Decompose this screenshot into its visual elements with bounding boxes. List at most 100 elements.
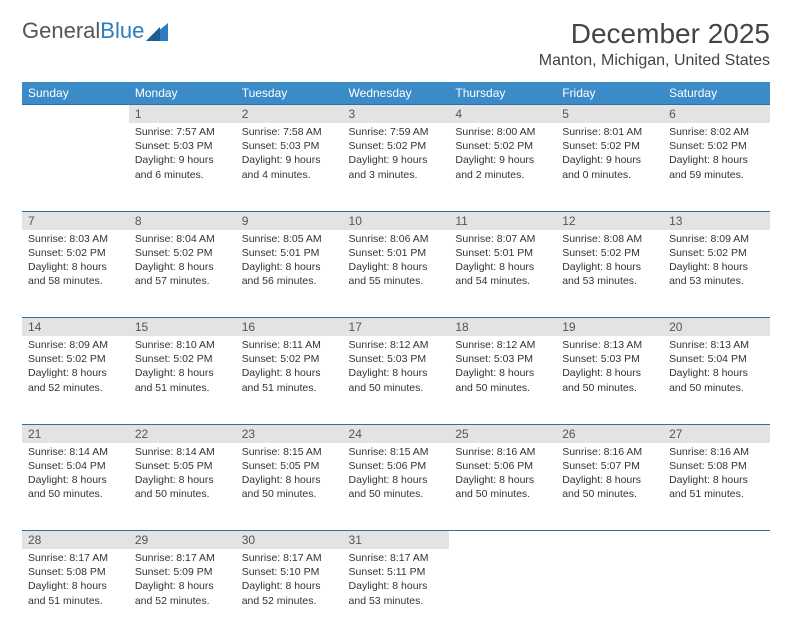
day-details-cell: Sunrise: 7:58 AMSunset: 5:03 PMDaylight:… [236,123,343,211]
day-number-cell: 6 [663,105,770,124]
day-number-row: 123456 [22,105,770,124]
day-number-cell: 13 [663,211,770,230]
day-details: Sunrise: 8:12 AMSunset: 5:03 PMDaylight:… [343,336,450,401]
day-details: Sunrise: 8:16 AMSunset: 5:07 PMDaylight:… [556,443,663,508]
day-number-cell: 16 [236,318,343,337]
location: Manton, Michigan, United States [539,52,770,70]
day-details-cell: Sunrise: 8:09 AMSunset: 5:02 PMDaylight:… [663,230,770,318]
day-number-cell: 22 [129,424,236,443]
logo: GeneralBlue [22,18,168,44]
day-number-cell [663,531,770,550]
day-details-cell: Sunrise: 8:11 AMSunset: 5:02 PMDaylight:… [236,336,343,424]
day-details: Sunrise: 8:17 AMSunset: 5:09 PMDaylight:… [129,549,236,614]
day-details-cell [663,549,770,637]
day-details-cell: Sunrise: 8:16 AMSunset: 5:06 PMDaylight:… [449,443,556,531]
day-number-cell: 8 [129,211,236,230]
day-details-cell: Sunrise: 8:06 AMSunset: 5:01 PMDaylight:… [343,230,450,318]
logo-text-general: General [22,18,100,44]
day-number-cell: 14 [22,318,129,337]
day-number-cell: 7 [22,211,129,230]
day-details-cell: Sunrise: 8:01 AMSunset: 5:02 PMDaylight:… [556,123,663,211]
day-details-cell: Sunrise: 8:13 AMSunset: 5:03 PMDaylight:… [556,336,663,424]
weekday-header: Saturday [663,82,770,105]
day-details-cell: Sunrise: 8:15 AMSunset: 5:05 PMDaylight:… [236,443,343,531]
day-details: Sunrise: 8:16 AMSunset: 5:08 PMDaylight:… [663,443,770,508]
month-title: December 2025 [539,18,770,50]
day-details: Sunrise: 8:07 AMSunset: 5:01 PMDaylight:… [449,230,556,295]
weekday-header: Friday [556,82,663,105]
day-details-cell: Sunrise: 8:08 AMSunset: 5:02 PMDaylight:… [556,230,663,318]
day-details: Sunrise: 8:15 AMSunset: 5:06 PMDaylight:… [343,443,450,508]
day-details-cell: Sunrise: 8:17 AMSunset: 5:09 PMDaylight:… [129,549,236,637]
logo-text-blue: Blue [100,18,144,44]
day-details-row: Sunrise: 8:14 AMSunset: 5:04 PMDaylight:… [22,443,770,531]
logo-sail-icon [146,23,168,41]
day-details: Sunrise: 8:08 AMSunset: 5:02 PMDaylight:… [556,230,663,295]
weekday-header: Monday [129,82,236,105]
day-details: Sunrise: 7:59 AMSunset: 5:02 PMDaylight:… [343,123,450,188]
day-details: Sunrise: 8:00 AMSunset: 5:02 PMDaylight:… [449,123,556,188]
day-details: Sunrise: 8:12 AMSunset: 5:03 PMDaylight:… [449,336,556,401]
day-details-cell: Sunrise: 8:00 AMSunset: 5:02 PMDaylight:… [449,123,556,211]
day-details-cell: Sunrise: 8:05 AMSunset: 5:01 PMDaylight:… [236,230,343,318]
title-block: December 2025 Manton, Michigan, United S… [539,18,770,70]
day-details-cell: Sunrise: 8:07 AMSunset: 5:01 PMDaylight:… [449,230,556,318]
day-details: Sunrise: 8:17 AMSunset: 5:10 PMDaylight:… [236,549,343,614]
day-details-cell: Sunrise: 7:59 AMSunset: 5:02 PMDaylight:… [343,123,450,211]
day-number-cell: 11 [449,211,556,230]
day-number-cell: 15 [129,318,236,337]
day-details-cell: Sunrise: 8:14 AMSunset: 5:05 PMDaylight:… [129,443,236,531]
day-number-cell [22,105,129,124]
day-details-cell: Sunrise: 8:16 AMSunset: 5:08 PMDaylight:… [663,443,770,531]
day-details: Sunrise: 8:14 AMSunset: 5:04 PMDaylight:… [22,443,129,508]
day-number-cell: 31 [343,531,450,550]
day-details: Sunrise: 8:17 AMSunset: 5:08 PMDaylight:… [22,549,129,614]
weekday-header: Tuesday [236,82,343,105]
day-number-cell: 5 [556,105,663,124]
day-details: Sunrise: 8:13 AMSunset: 5:03 PMDaylight:… [556,336,663,401]
day-details: Sunrise: 7:58 AMSunset: 5:03 PMDaylight:… [236,123,343,188]
day-details-cell [556,549,663,637]
calendar-table: Sunday Monday Tuesday Wednesday Thursday… [22,82,770,637]
day-details-cell: Sunrise: 8:17 AMSunset: 5:10 PMDaylight:… [236,549,343,637]
day-number-cell: 12 [556,211,663,230]
day-details-cell [22,123,129,211]
day-number-cell: 18 [449,318,556,337]
day-details: Sunrise: 8:15 AMSunset: 5:05 PMDaylight:… [236,443,343,508]
day-details: Sunrise: 8:05 AMSunset: 5:01 PMDaylight:… [236,230,343,295]
day-number-cell: 29 [129,531,236,550]
day-details-cell: Sunrise: 8:17 AMSunset: 5:08 PMDaylight:… [22,549,129,637]
day-number-cell: 25 [449,424,556,443]
day-details-cell: Sunrise: 8:04 AMSunset: 5:02 PMDaylight:… [129,230,236,318]
day-details-cell: Sunrise: 8:12 AMSunset: 5:03 PMDaylight:… [343,336,450,424]
day-number-cell: 27 [663,424,770,443]
day-number-row: 78910111213 [22,211,770,230]
day-number-cell: 24 [343,424,450,443]
day-details: Sunrise: 8:14 AMSunset: 5:05 PMDaylight:… [129,443,236,508]
day-details: Sunrise: 8:10 AMSunset: 5:02 PMDaylight:… [129,336,236,401]
weekday-header: Thursday [449,82,556,105]
day-number-cell: 19 [556,318,663,337]
day-details: Sunrise: 8:17 AMSunset: 5:11 PMDaylight:… [343,549,450,614]
day-details-cell: Sunrise: 8:03 AMSunset: 5:02 PMDaylight:… [22,230,129,318]
day-details-cell: Sunrise: 8:15 AMSunset: 5:06 PMDaylight:… [343,443,450,531]
day-number-cell: 10 [343,211,450,230]
day-details-cell: Sunrise: 8:09 AMSunset: 5:02 PMDaylight:… [22,336,129,424]
day-details: Sunrise: 8:03 AMSunset: 5:02 PMDaylight:… [22,230,129,295]
day-details-cell: Sunrise: 8:12 AMSunset: 5:03 PMDaylight:… [449,336,556,424]
day-details-row: Sunrise: 8:09 AMSunset: 5:02 PMDaylight:… [22,336,770,424]
day-details: Sunrise: 8:16 AMSunset: 5:06 PMDaylight:… [449,443,556,508]
day-number-cell: 9 [236,211,343,230]
weekday-header: Wednesday [343,82,450,105]
day-details-row: Sunrise: 7:57 AMSunset: 5:03 PMDaylight:… [22,123,770,211]
day-details: Sunrise: 8:06 AMSunset: 5:01 PMDaylight:… [343,230,450,295]
day-number-cell: 17 [343,318,450,337]
day-details-cell: Sunrise: 7:57 AMSunset: 5:03 PMDaylight:… [129,123,236,211]
day-details-cell: Sunrise: 8:17 AMSunset: 5:11 PMDaylight:… [343,549,450,637]
day-number-cell: 21 [22,424,129,443]
day-details-cell [449,549,556,637]
day-number-cell: 1 [129,105,236,124]
day-details-cell: Sunrise: 8:13 AMSunset: 5:04 PMDaylight:… [663,336,770,424]
day-number-cell: 20 [663,318,770,337]
day-details-cell: Sunrise: 8:16 AMSunset: 5:07 PMDaylight:… [556,443,663,531]
